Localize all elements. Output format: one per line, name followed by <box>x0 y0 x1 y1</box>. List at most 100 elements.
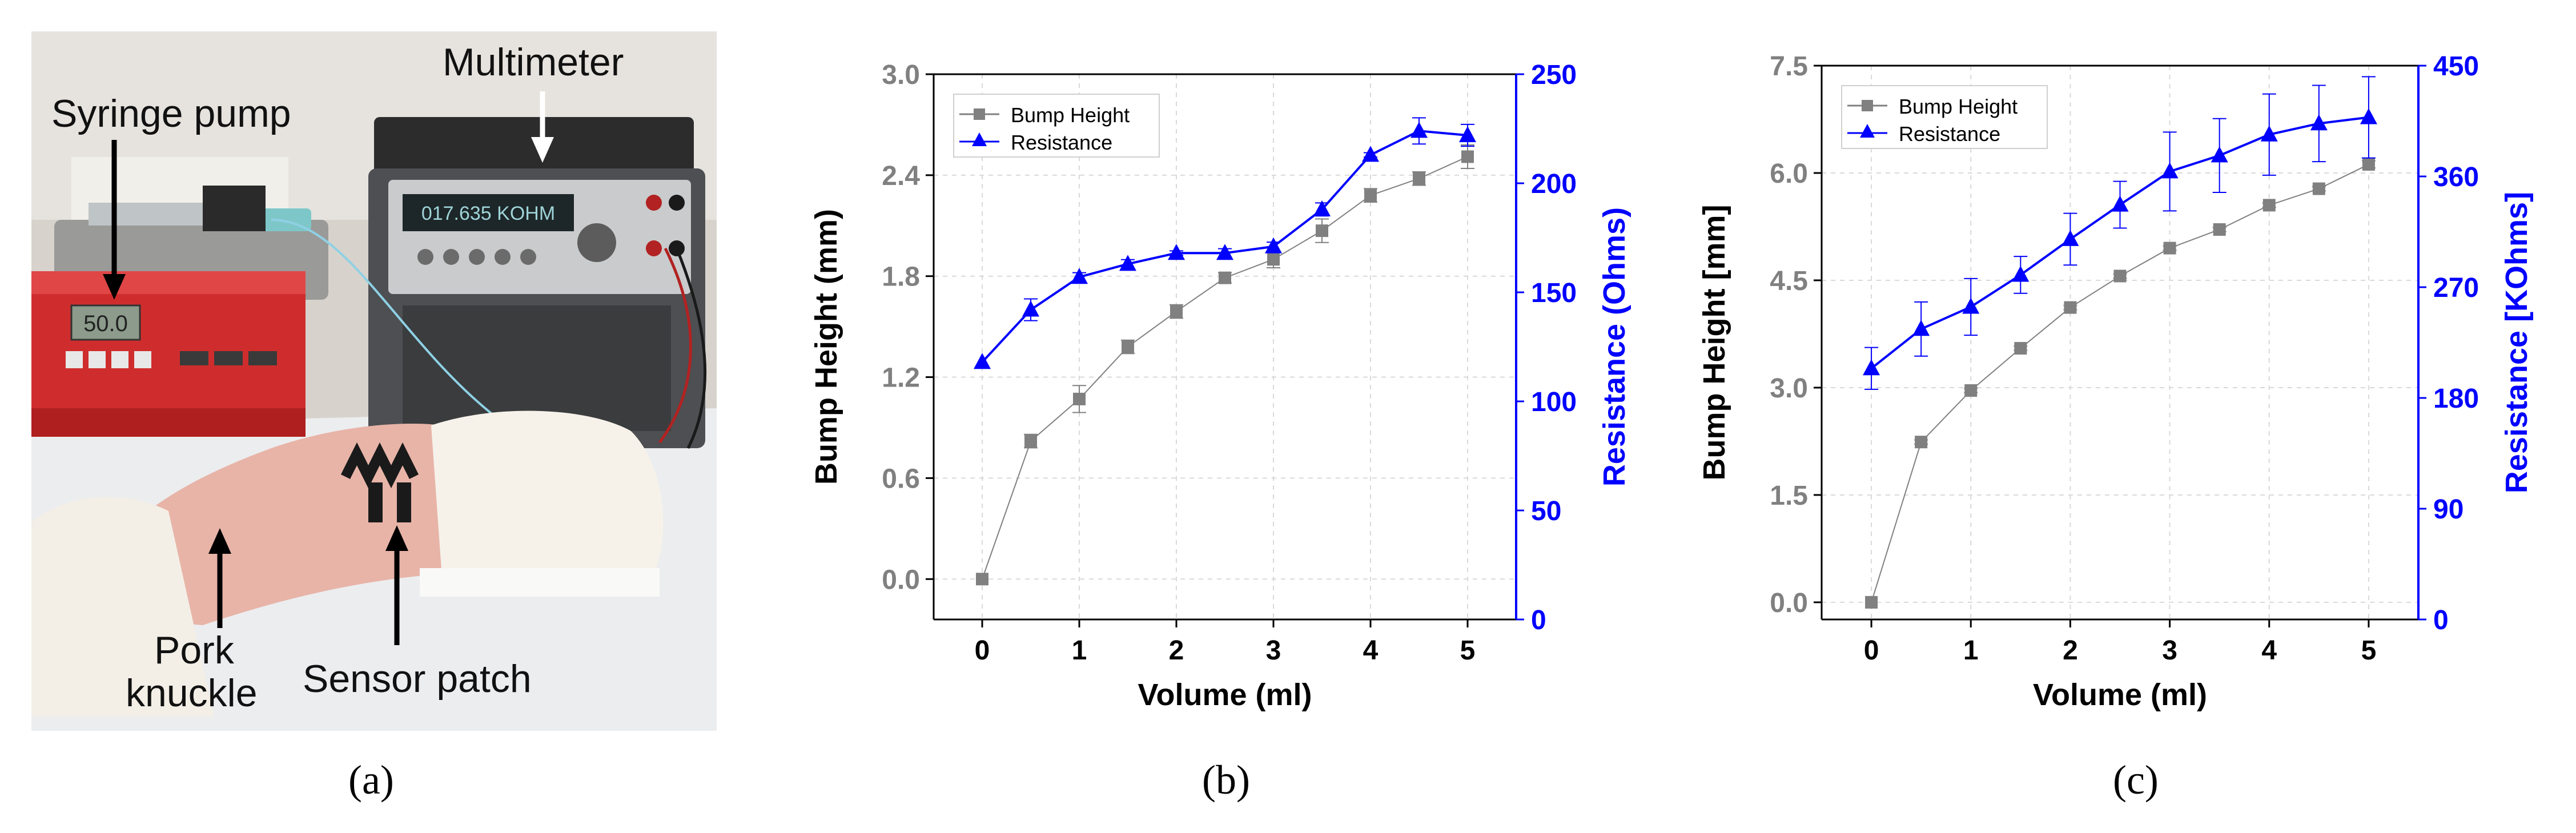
data-point <box>1267 253 1280 266</box>
syringe-pump: 50.0 <box>31 186 328 437</box>
y-left-tick-label: 4.5 <box>1770 266 1808 296</box>
data-point <box>1364 189 1377 202</box>
data-point <box>1122 340 1134 353</box>
y-left-axis-title: Bump Height [mm] <box>1697 205 1731 481</box>
label-knuckle: knuckle <box>126 671 258 715</box>
data-point <box>2360 108 2377 124</box>
caption-a: (a) <box>348 757 394 803</box>
grid <box>1822 65 2418 619</box>
x-tick-label: 1 <box>1072 635 1087 666</box>
data-point <box>1219 271 1231 284</box>
legend-marker <box>972 132 987 146</box>
y-right-tick-label: 0 <box>2433 605 2449 635</box>
y-right-tick-label: 450 <box>2433 51 2479 82</box>
data-point <box>2213 223 2226 236</box>
data-point <box>2262 199 2276 212</box>
data-point <box>1915 436 1928 449</box>
data-point <box>1413 172 1425 185</box>
x-tick-label: 1 <box>1963 635 1979 666</box>
black-cable <box>675 248 707 449</box>
x-tick-label: 4 <box>2261 635 2277 666</box>
y-right-axis-title: Resistance (Ohms) <box>1597 207 1631 486</box>
legend-box <box>1841 85 2048 149</box>
data-point <box>2312 182 2325 195</box>
y-right-tick-label: 150 <box>1531 278 1577 308</box>
data-point <box>1912 320 1930 336</box>
series-line <box>1870 116 2369 369</box>
x-tick-label: 0 <box>1864 635 1879 666</box>
y-left-tick-label: 7.5 <box>1770 51 1808 82</box>
label-pork: Pork <box>154 629 234 672</box>
legend-label: Bump Height <box>1899 95 2018 118</box>
y-left-tick-label: 3.0 <box>882 60 920 90</box>
y-left-tick-label: 0.0 <box>1770 588 1808 618</box>
data-point <box>2211 146 2228 163</box>
data-point <box>1865 595 1878 609</box>
data-point <box>1962 297 1980 314</box>
data-point <box>2111 195 2129 212</box>
y-left-tick-label: 3.0 <box>1770 373 1808 404</box>
series-bump-height <box>976 144 1474 586</box>
data-point <box>1410 122 1428 138</box>
series-line <box>982 156 1468 580</box>
y-left-tick-label: 2.4 <box>882 161 920 191</box>
data-point <box>2014 342 2027 355</box>
sensor-patch <box>340 442 419 522</box>
meter-display-screen <box>403 194 574 231</box>
data-point <box>974 353 991 369</box>
data-point <box>1265 237 1282 253</box>
data-point <box>1964 384 1978 397</box>
y-right-tick-label: 360 <box>2433 162 2479 192</box>
data-point <box>1362 146 1379 162</box>
legend-marker <box>1862 100 1873 111</box>
y-right-tick-label: 0 <box>1531 605 1546 635</box>
legend-label: Resistance <box>1899 122 2000 146</box>
caption-b: (b) <box>1202 757 1250 803</box>
data-point <box>2310 114 2328 131</box>
legend-marker <box>1860 124 1875 138</box>
data-point <box>1170 305 1183 318</box>
caption-c: (c) <box>2113 757 2159 803</box>
red-cable <box>658 247 692 444</box>
x-tick-label: 5 <box>1460 635 1476 666</box>
y-right-axis-title: Resistance [KOhms] <box>2499 192 2534 493</box>
y-right-tick-label: 270 <box>2433 273 2479 303</box>
data-point <box>1022 300 1039 317</box>
data-point <box>1313 200 1331 216</box>
multimeter: 017.635 KOHM <box>368 117 705 448</box>
series-resistance <box>974 117 1476 369</box>
data-point <box>2362 158 2375 171</box>
data-point <box>1168 244 1185 260</box>
y-left-tick-label: 1.2 <box>882 363 920 393</box>
data-point <box>2260 125 2278 142</box>
x-tick-label: 3 <box>1266 635 1281 666</box>
y-left-tick-label: 1.8 <box>882 262 920 292</box>
data-point <box>2012 265 2030 282</box>
legend-label: Resistance <box>1011 131 1112 154</box>
y-right-tick-label: 90 <box>2433 494 2464 525</box>
x-tick-label: 2 <box>1169 635 1184 666</box>
data-point <box>1024 434 1037 448</box>
data-point <box>2113 269 2127 283</box>
data-point <box>976 573 988 586</box>
data-point <box>2161 162 2179 179</box>
data-point <box>1461 150 1474 163</box>
label-sensor-patch: Sensor patch <box>303 657 532 701</box>
data-point <box>2064 301 2077 314</box>
x-tick-label: 3 <box>2162 635 2177 666</box>
x-axis-title: Volume (ml) <box>2033 678 2207 712</box>
meter-display-text: 017.635 KOHM <box>421 203 555 224</box>
y-left-tick-label: 6.0 <box>1770 159 1808 189</box>
data-point <box>1216 244 1233 260</box>
x-axis-title: Volume (ml) <box>1138 678 1312 712</box>
y-right-tick-label: 250 <box>1531 60 1577 90</box>
experimental-setup-photo: 50.0 017.635 KOHM <box>31 31 717 731</box>
data-point <box>1863 359 1880 376</box>
annotation-arrows <box>103 91 554 645</box>
y-right-tick-label: 100 <box>1531 387 1577 417</box>
x-tick-label: 0 <box>975 635 990 666</box>
data-point <box>1073 392 1086 405</box>
x-tick-label: 2 <box>2063 635 2078 666</box>
data-point <box>1119 255 1136 271</box>
pump-display-text: 50.0 <box>83 311 128 336</box>
